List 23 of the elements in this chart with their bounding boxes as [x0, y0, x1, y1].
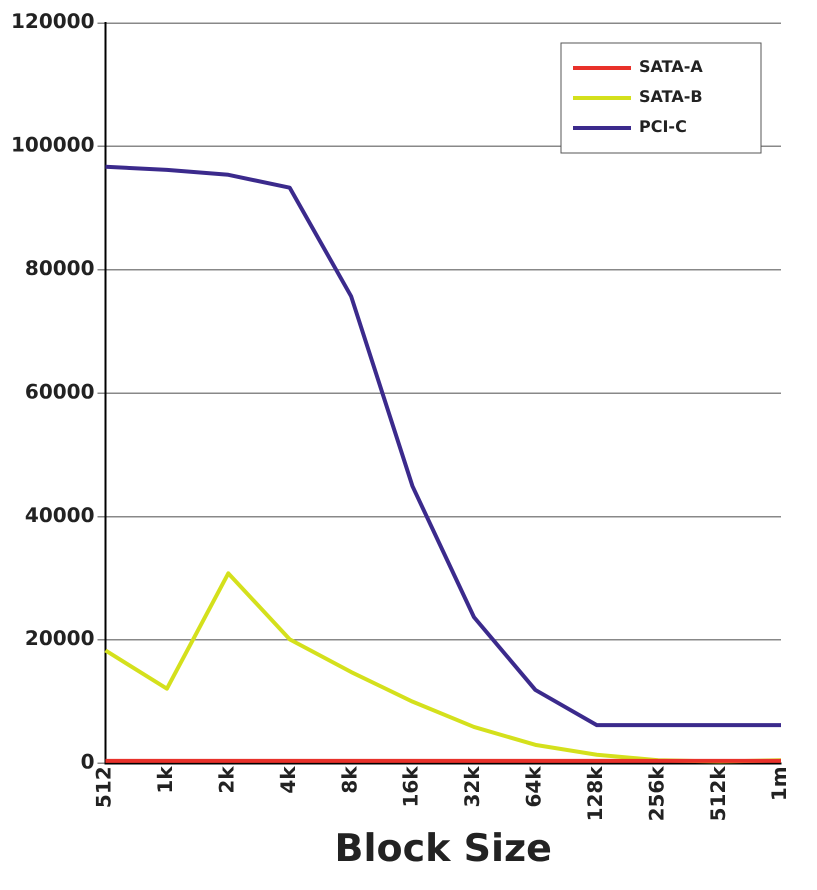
y-tick-label: 100000	[10, 132, 94, 157]
y-tick-label: 20000	[24, 626, 94, 650]
y-tick-label: 60000	[24, 379, 94, 404]
x-axis-title: Block Size	[334, 826, 552, 870]
x-tick-label: 512k	[706, 766, 730, 822]
x-tick-label: 2k	[214, 766, 239, 794]
legend-label: SATA-A	[639, 57, 704, 76]
x-tick-label: 512	[92, 766, 116, 808]
x-tick-label: 128k	[582, 766, 607, 822]
y-tick-label: 80000	[24, 256, 94, 280]
x-tick-label: 8k	[337, 766, 362, 794]
x-tick-label: 64k	[522, 766, 546, 808]
x-tick-label: 1k	[153, 766, 178, 794]
x-tick-label: 32k	[460, 766, 484, 808]
y-tick-label: 40000	[24, 502, 94, 527]
legend-label: PCI-C	[639, 117, 687, 136]
x-tick-label: 4k	[276, 766, 300, 794]
x-tick-label: 16k	[398, 766, 423, 808]
y-tick-label: 120000	[10, 9, 94, 34]
y-tick-label: 0	[80, 750, 94, 774]
legend-label: SATA-B	[639, 87, 703, 106]
x-tick-label: 256k	[644, 766, 668, 822]
x-tick-label: 1m	[767, 766, 792, 802]
